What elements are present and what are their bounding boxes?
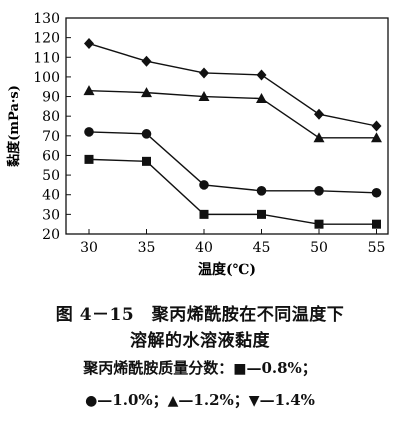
diamond-marker [314, 108, 324, 120]
diamond-marker [141, 55, 152, 67]
y-tick-label: 20 [42, 227, 60, 243]
y-tick-label: 50 [42, 168, 60, 184]
series-1-0- [84, 127, 382, 198]
y-tick-label: 130 [33, 11, 60, 27]
diamond-marker [84, 38, 94, 50]
square-marker [314, 219, 324, 229]
triangle-marker [371, 132, 382, 143]
legend-item-1-4: —1.4% [259, 391, 315, 409]
legend-item-1-2: —1.2%； [178, 391, 249, 409]
series-0-8- [84, 154, 381, 229]
circle-marker [199, 180, 209, 190]
triangle-marker [313, 132, 325, 143]
square-marker [142, 156, 151, 166]
y-tick-label: 120 [33, 31, 60, 47]
x-tick-label: 30 [80, 240, 98, 256]
x-axis-label: 温度(℃) [198, 261, 256, 278]
square-marker [84, 154, 94, 164]
chart-series [83, 38, 382, 229]
x-tick-label: 45 [253, 240, 271, 256]
figure-caption-subtitle: 溶解的水溶液黏度 [130, 331, 270, 351]
square-marker [257, 209, 266, 219]
circle-marker [371, 187, 382, 198]
chart-axes [65, 17, 389, 235]
legend-triangle-down-icon: ▼ [248, 393, 260, 409]
legend-line-2: ●—1.0%；▲—1.2%；▼—1.4% [0, 389, 400, 410]
series-1-2- [83, 85, 382, 143]
legend-item-0-8: —0.8%； [246, 359, 317, 377]
plot-frame [65, 17, 389, 235]
triangle-marker [198, 91, 210, 102]
x-tick-label: 50 [310, 240, 328, 256]
legend-prefix: 聚丙烯酰胺质量分数： [83, 359, 234, 377]
series-line [88, 42, 377, 127]
series-line [88, 158, 377, 225]
series-1-4- [84, 38, 382, 132]
x-tick-label: 40 [195, 240, 213, 256]
x-tick-label: 55 [368, 240, 386, 256]
legend-triangle-up-icon: ▲ [167, 393, 179, 409]
y-tick-label: 90 [42, 90, 60, 106]
legend-circle-icon: ● [85, 393, 98, 409]
square-marker [372, 219, 381, 229]
y-tick-label: 30 [42, 207, 60, 223]
square-marker [199, 209, 209, 219]
y-tick-label: 100 [33, 70, 60, 86]
y-tick-label: 110 [33, 50, 60, 66]
circle-marker [314, 186, 324, 196]
y-tick-label: 60 [42, 148, 60, 164]
diamond-marker [199, 67, 209, 79]
legend-item-1-0: —1.0%； [97, 391, 168, 409]
viscosity-chart: 20 30 40 50 60 70 80 90 100 110 120 130 30 35 40 45 50 55… [6, 11, 389, 278]
y-tick-label: 40 [42, 188, 60, 204]
chart-ticks: 20 30 40 50 60 70 80 90 100 110 120 130 30 35 40 45 50 55 [33, 11, 385, 256]
series-line [88, 131, 377, 194]
circle-marker [256, 186, 267, 196]
diamond-marker [256, 69, 267, 81]
y-tick-label: 80 [42, 109, 60, 125]
diamond-marker [371, 120, 382, 132]
legend-square-icon: ■ [233, 361, 247, 377]
legend-line-1: 聚丙烯酰胺质量分数：■—0.8%； [0, 357, 400, 378]
y-axis-label: 黏度(mPa·s) [6, 85, 22, 167]
triangle-marker [256, 93, 267, 104]
circle-marker [84, 127, 94, 137]
y-tick-label: 70 [42, 129, 60, 145]
triangle-marker [141, 87, 152, 98]
triangle-marker [83, 85, 95, 96]
circle-marker [141, 129, 152, 139]
figure-caption-title: 图 4－15 聚丙烯酰胺在不同温度下 [55, 305, 345, 325]
x-tick-label: 35 [138, 240, 156, 256]
series-line [88, 89, 377, 139]
